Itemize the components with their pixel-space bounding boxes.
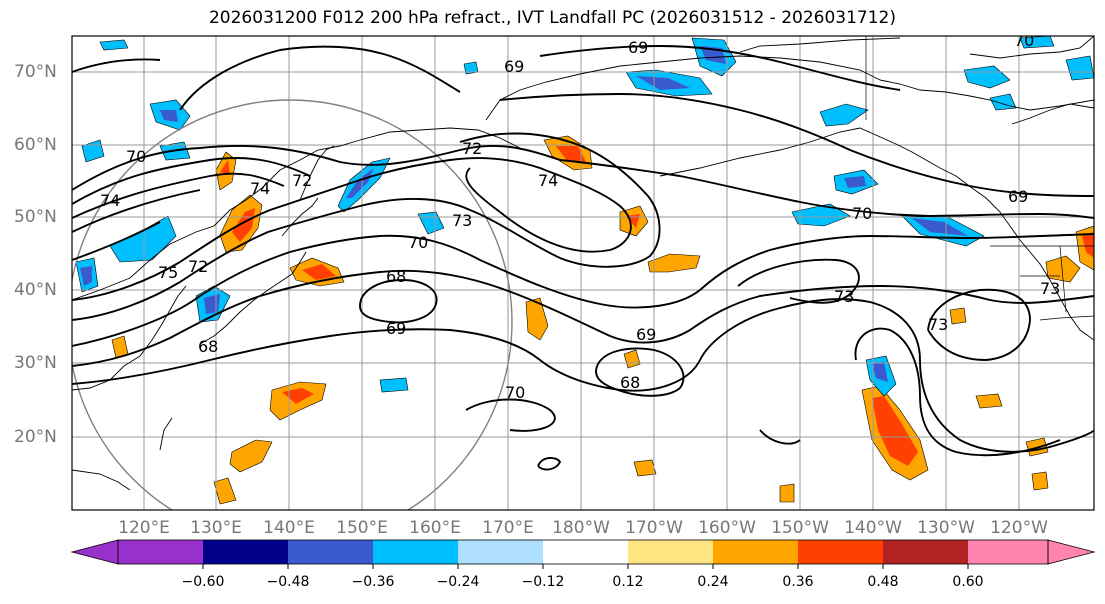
contour-label: 69 [504, 57, 524, 76]
contour-label: 73 [1040, 279, 1060, 298]
contour-label: 68 [620, 373, 640, 392]
contour-labels: 69 69 70 70 70 72 73 74 74 75 72 68 69 7… [100, 31, 1060, 402]
lon-label: 150°W [771, 518, 829, 538]
colorbar-bin [288, 540, 373, 564]
contour-label: 69 [636, 325, 656, 344]
colorbar-tick-label: −0.48 [266, 574, 310, 590]
colorbar-tick-label: −0.60 [181, 574, 225, 590]
colorbar-tick-label: 0.60 [952, 574, 984, 590]
colorbar-bin [798, 540, 883, 564]
lat-label: 60°N [14, 135, 57, 155]
contour-label: 75 [158, 263, 178, 282]
contour-label: 73 [928, 315, 948, 334]
lat-label: 70°N [14, 62, 57, 82]
colorbar-tick-label: −0.24 [436, 574, 480, 590]
colorbar-outline [117, 539, 1049, 565]
contour-label: 70 [505, 383, 525, 402]
contour-label: 68 [198, 337, 218, 356]
contour-label: 72 [188, 257, 208, 276]
lon-label: 170°W [625, 518, 683, 538]
lat-label: 40°N [14, 280, 57, 300]
refractivity-contours [72, 45, 1094, 471]
contour-label: 68 [386, 267, 406, 286]
lon-label: 130°E [190, 518, 242, 538]
colorbar-bin [543, 540, 628, 564]
colorbar-tick-label: 0.48 [867, 574, 899, 590]
lon-label: 120°W [990, 518, 1048, 538]
contour-label: 70 [408, 233, 428, 252]
coastlines [72, 36, 1094, 491]
contour-label: 69 [1008, 187, 1028, 206]
lon-label: 140°E [263, 518, 315, 538]
contour-label: 73 [452, 211, 472, 230]
chart-title: 2026031200 F012 200 hPa refract., IVT La… [208, 8, 896, 28]
colorbar-max-extend [1047, 539, 1096, 565]
colorbar-tick-label: 0.36 [782, 574, 814, 590]
region-circle [72, 99, 513, 510]
colorbar-tick-label: 0.12 [612, 574, 644, 590]
colorbar-tick-label: −0.36 [351, 574, 395, 590]
colorbar-bin [883, 540, 968, 564]
colorbar-bin [458, 540, 543, 564]
colorbar-bin [968, 540, 1048, 564]
colorbar-bin [203, 540, 288, 564]
lon-label: 140°W [844, 518, 902, 538]
colorbar-bin [628, 540, 713, 564]
colorbar-tick-label: 0.24 [697, 574, 729, 590]
lon-label: 130°W [917, 518, 975, 538]
contour-label: 73 [834, 287, 854, 306]
lon-label: 170°E [482, 518, 534, 538]
lat-label: 20°N [14, 427, 57, 447]
ivt-shading [75, 36, 1094, 505]
contour-label: 69 [628, 38, 648, 57]
contour-label: 74 [100, 191, 120, 210]
colorbar [70, 539, 1096, 569]
contour-label: 69 [386, 319, 406, 338]
contour-label: 70 [1014, 31, 1034, 50]
gridlines [72, 36, 1094, 510]
contour-label: 70 [852, 204, 872, 223]
contour-label: 70 [126, 147, 146, 166]
contour-label: 72 [292, 171, 312, 190]
lon-label: 160°E [409, 518, 461, 538]
contour-label: 74 [250, 179, 270, 198]
contour-label: 74 [538, 171, 558, 190]
lat-label: 30°N [14, 353, 57, 373]
lon-label: 120°E [118, 518, 170, 538]
colorbar-tick-label: −0.12 [521, 574, 565, 590]
colorbar-bin [373, 540, 458, 564]
colorbar-min-extend [70, 539, 119, 565]
colorbar-bin [713, 540, 798, 564]
lat-label: 50°N [14, 207, 57, 227]
contour-label: 72 [462, 139, 482, 158]
plot-frame [71, 35, 1095, 511]
colorbar-bin [118, 540, 203, 564]
lon-label: 180°W [552, 518, 610, 538]
lon-label: 150°E [336, 518, 388, 538]
lon-label: 160°W [698, 518, 756, 538]
borders [865, 36, 1094, 321]
